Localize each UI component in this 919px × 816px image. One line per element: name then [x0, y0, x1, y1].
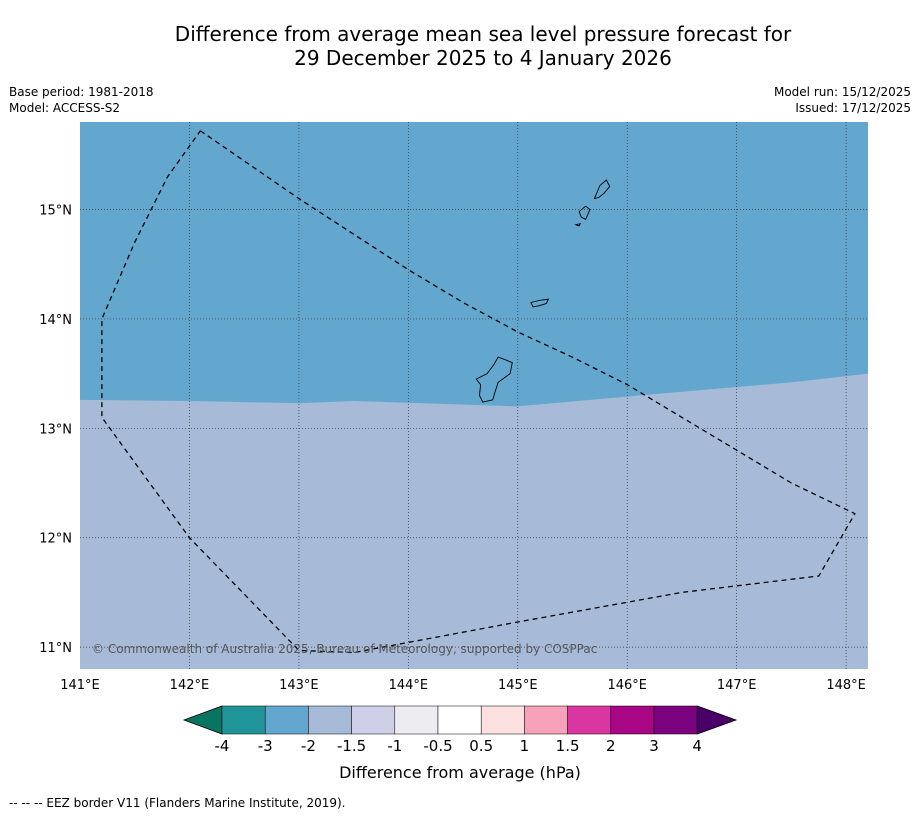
colorbar-bin	[264, 705, 309, 735]
colorbar-bin	[480, 705, 525, 735]
lat-tick-label: 12°N	[39, 532, 72, 547]
map-area: © Commonwealth of Australia 2025, Bureau…	[39, 122, 868, 693]
colorbar-label: Difference from average (hPa)	[339, 763, 581, 782]
lon-tick-label: 142°E	[170, 678, 210, 693]
title-line-1: Difference from average mean sea level p…	[174, 22, 792, 46]
lon-tick-label: 147°E	[717, 678, 757, 693]
meta-left: Base period: 1981-2018 Model: ACCESS-S2	[9, 84, 154, 116]
lat-tick-label: 11°N	[39, 641, 72, 656]
title-line-2: 29 December 2025 to 4 January 2026	[294, 46, 672, 70]
colorbar-tick-label: -2	[301, 737, 316, 755]
colorbar-bin	[351, 705, 396, 735]
colorbar-bin	[524, 705, 568, 735]
colorbar-bin	[221, 705, 266, 735]
island-tinian	[578, 205, 591, 221]
field-upper	[80, 122, 868, 407]
island-saipan	[593, 179, 611, 200]
chart-title: Difference from average mean sea level p…	[0, 22, 919, 70]
colorbar-extend-low	[182, 705, 223, 735]
meta-right: Model run: 15/12/2025 Issued: 17/12/2025	[774, 84, 911, 116]
lon-tick-label: 146°E	[607, 678, 647, 693]
map-layers: © Commonwealth of Australia 2025, Bureau…	[80, 122, 868, 669]
colorbar-tick-label: 3	[649, 737, 659, 755]
colorbar-tick-label: 0.5	[469, 737, 493, 755]
eez-legend-note: -- -- -- EEZ border V11 (Flanders Marine…	[9, 796, 346, 810]
colorbar-bin	[653, 705, 698, 735]
eez-border	[101, 130, 856, 654]
lat-tick-label: 13°N	[39, 422, 72, 437]
lon-tick-label: 143°E	[279, 678, 319, 693]
island-guam	[475, 356, 513, 403]
island-aguijan	[574, 223, 582, 227]
lon-tick-label: 145°E	[498, 678, 538, 693]
colorbar-tick-label: -1.5	[337, 737, 366, 755]
island-rota	[530, 298, 550, 308]
copyright-text: © Commonwealth of Australia 2025, Bureau…	[92, 642, 597, 656]
lon-tick-label: 141°E	[60, 678, 100, 693]
issued-date: Issued: 17/12/2025	[795, 101, 911, 115]
lon-tick-label: 144°E	[389, 678, 429, 693]
lat-tick-label: 14°N	[39, 313, 72, 328]
colorbar-tick-label: 2	[606, 737, 616, 755]
colorbar-bin	[437, 705, 482, 735]
lat-tick-label: 15°N	[39, 204, 72, 219]
colorbar-tick-label: 4	[692, 737, 702, 755]
colorbar-tick-label: -1	[387, 737, 402, 755]
model-run: Model run: 15/12/2025	[773, 85, 911, 99]
colorbar-bin	[394, 705, 439, 735]
colorbar-tick-label: 1	[520, 737, 530, 755]
colorbar-tick-label: 1.5	[556, 737, 580, 755]
model-name: Model: ACCESS-S2	[9, 101, 121, 115]
colorbar: -4 -3 -2 -1.5 -1 -0.5 0.5 1 1.5 2 3 4	[182, 705, 738, 755]
base-period: Base period: 1981-2018	[9, 85, 154, 99]
colorbar-tick-label: -0.5	[423, 737, 452, 755]
colorbar-tick-label: -4	[215, 737, 230, 755]
colorbar-bin	[567, 705, 612, 735]
colorbar-tick-label: -3	[258, 737, 273, 755]
colorbar-extend-high	[696, 705, 738, 735]
colorbar-bin	[308, 705, 352, 735]
lon-tick-label: 148°E	[826, 678, 866, 693]
colorbar-bin	[610, 705, 655, 735]
